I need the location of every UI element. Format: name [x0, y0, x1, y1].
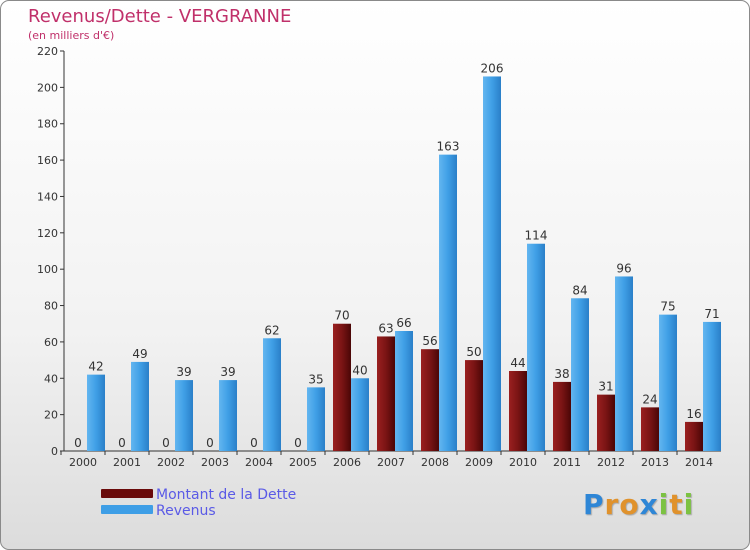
logo-letter: i — [658, 488, 670, 521]
x-tick-label: 2003 — [201, 456, 229, 469]
x-tick-label: 2004 — [245, 456, 273, 469]
bar-dette — [421, 349, 439, 451]
bar-revenus — [263, 338, 281, 451]
x-tick-label: 2014 — [685, 456, 713, 469]
data-label-revenus: 62 — [264, 323, 279, 337]
bar-dette — [509, 371, 527, 451]
logo-letter: o — [619, 488, 640, 521]
data-label-revenus: 40 — [352, 363, 367, 377]
bars — [87, 76, 721, 452]
chart-subtitle: (en milliers d'€) — [28, 29, 115, 42]
x-tick-label: 2001 — [113, 456, 141, 469]
x-tick-label: 2009 — [465, 456, 493, 469]
bar-revenus — [571, 298, 589, 451]
y-tick-label: 80 — [44, 300, 58, 313]
y-tick-label: 0 — [51, 445, 58, 458]
bar-revenus — [131, 361, 149, 451]
y-tick-label: 60 — [44, 336, 58, 349]
data-label-revenus: 206 — [481, 61, 504, 75]
bar-revenus — [439, 154, 457, 452]
bar-dette — [685, 421, 703, 451]
data-label-dette: 38 — [554, 367, 569, 381]
legend-swatch-revenus — [101, 505, 153, 514]
bar-revenus — [87, 374, 105, 451]
x-tick-label: 2013 — [641, 456, 669, 469]
data-label-revenus: 75 — [660, 300, 675, 314]
legend-label-dette: Montant de la Dette — [156, 487, 297, 503]
data-label-revenus: 114 — [525, 229, 548, 243]
data-label-revenus: 39 — [176, 365, 191, 379]
x-tick-label: 2002 — [157, 456, 185, 469]
logo-letter: t — [669, 488, 684, 521]
bar-revenus — [395, 331, 413, 451]
data-label-dette: 0 — [162, 436, 170, 450]
data-label-dette: 0 — [250, 436, 258, 450]
data-label-revenus: 66 — [396, 316, 411, 330]
bar-dette — [597, 394, 615, 451]
x-tick-label: 2012 — [597, 456, 625, 469]
y-tick-label: 100 — [37, 263, 58, 276]
x-tick-label: 2000 — [69, 456, 97, 469]
data-label-dette: 56 — [422, 334, 437, 348]
data-label-revenus: 35 — [308, 372, 323, 386]
y-tick-label: 200 — [37, 81, 58, 94]
x-tick-label: 2007 — [377, 456, 405, 469]
logo-letter: r — [604, 488, 620, 521]
x-tick-label: 2010 — [509, 456, 537, 469]
data-label-revenus: 71 — [704, 307, 719, 321]
data-label-dette: 70 — [334, 309, 349, 323]
x-tick-label: 2011 — [553, 456, 581, 469]
bar-revenus — [483, 76, 501, 452]
data-label-dette: 63 — [378, 321, 393, 335]
y-tick-label: 220 — [37, 45, 58, 58]
legend-label-revenus: Revenus — [156, 503, 216, 519]
bar-revenus — [527, 243, 545, 451]
data-label-dette: 0 — [118, 436, 126, 450]
logo-letter: x — [639, 488, 659, 521]
data-label-dette: 24 — [642, 392, 657, 406]
x-tick-label: 2005 — [289, 456, 317, 469]
bar-revenus — [219, 380, 237, 451]
bar-revenus — [615, 276, 633, 451]
y-tick-label: 160 — [37, 154, 58, 167]
y-tick-label: 180 — [37, 118, 58, 131]
data-label-revenus: 96 — [616, 261, 631, 275]
bar-dette — [553, 381, 571, 451]
data-label-dette: 0 — [74, 436, 82, 450]
y-tick-label: 40 — [44, 372, 58, 385]
labels: 0 0 0 0 0 0 70 63 56 50 44 38 31 24 16 42 49 39 39 62 35 40 66… — [74, 61, 719, 450]
x-tick-label: 2006 — [333, 456, 361, 469]
y-tick-label: 20 — [44, 409, 58, 422]
data-label-revenus: 84 — [572, 283, 587, 297]
bar-revenus — [703, 321, 721, 451]
data-label-revenus: 42 — [88, 360, 103, 374]
data-label-dette: 50 — [466, 345, 481, 359]
bar-dette — [641, 407, 659, 451]
bar-revenus — [175, 380, 193, 451]
bar-revenus — [307, 387, 325, 451]
data-label-revenus: 49 — [132, 347, 147, 361]
data-label-dette: 16 — [686, 407, 701, 421]
legend-swatch-dette — [101, 489, 153, 498]
data-label-revenus: 39 — [220, 365, 235, 379]
logo-letter: P — [583, 488, 605, 521]
bar-revenus — [351, 378, 369, 451]
data-label-dette: 44 — [510, 356, 525, 370]
proxiti-logo: Proxiti — [583, 488, 694, 521]
bar-dette — [465, 360, 483, 451]
data-label-revenus: 163 — [437, 140, 460, 154]
data-label-dette: 0 — [294, 436, 302, 450]
logo-letter: i — [683, 488, 695, 521]
data-label-dette: 0 — [206, 436, 214, 450]
bar-revenus — [659, 314, 677, 451]
y-tick-label: 140 — [37, 190, 58, 203]
data-label-dette: 31 — [598, 380, 613, 394]
x-tick-label: 2008 — [421, 456, 449, 469]
bar-dette — [333, 323, 351, 451]
chart-title: Revenus/Dette - VERGRANNE — [28, 6, 292, 27]
y-tick-label: 120 — [37, 227, 58, 240]
bar-dette — [377, 336, 395, 451]
